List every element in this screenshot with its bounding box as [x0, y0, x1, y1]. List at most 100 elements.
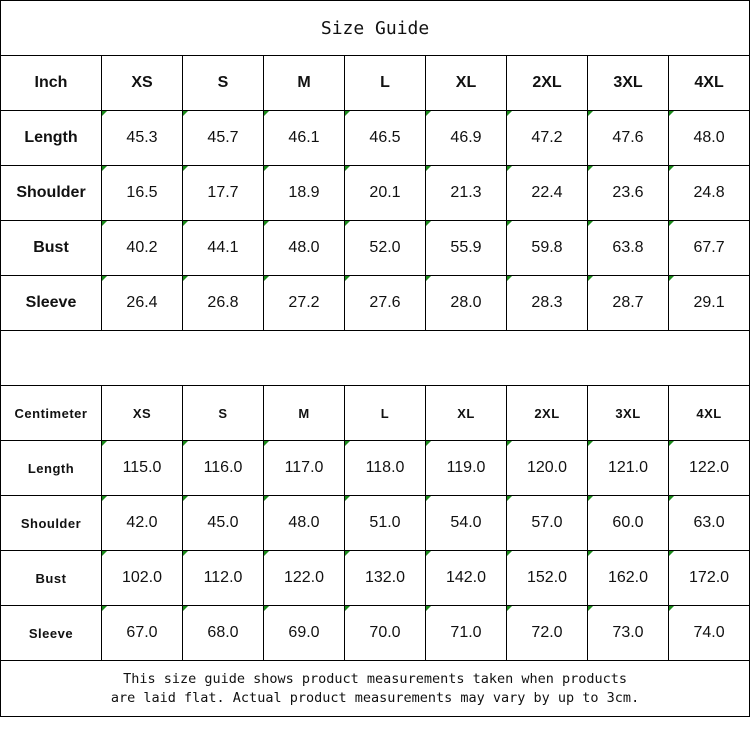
measurement-cell: 48.0 [263, 495, 345, 551]
unit-label: Inch [0, 55, 102, 111]
measurement-cell: 42.0 [101, 495, 183, 551]
measurement-cell: 27.2 [263, 275, 345, 331]
measurement-cell: 45.7 [182, 110, 264, 166]
table-row: Shoulder 16.5 17.7 18.9 20.1 21.3 22.4 23.6 24.8 [0, 165, 751, 221]
measurement-cell: 70.0 [344, 605, 426, 661]
measurement-cell: 119.0 [425, 440, 507, 496]
spacer-row [0, 330, 751, 386]
measurement-cell: 28.7 [587, 275, 669, 331]
row-label: Bust [0, 550, 102, 606]
note-line: are laid flat. Actual product measuremen… [110, 689, 640, 706]
measurement-cell: 63.0 [667, 495, 751, 551]
inch-table-header-row: Inch XS S M L XL 2XL 3XL 4XL [0, 55, 751, 111]
measurement-cell: 21.3 [425, 165, 507, 221]
measurement-cell: 115.0 [101, 440, 183, 496]
measurement-cell: 57.0 [506, 495, 588, 551]
measurement-cell: 17.7 [182, 165, 264, 221]
measurement-cell: 72.0 [506, 605, 588, 661]
measurement-cell: 44.1 [182, 220, 264, 276]
measurement-cell: 47.6 [587, 110, 669, 166]
measurement-cell: 117.0 [263, 440, 345, 496]
measurement-cell: 28.3 [506, 275, 588, 331]
measurement-cell: 162.0 [587, 550, 669, 606]
table-row: Sleeve 67.0 68.0 69.0 70.0 71.0 72.0 73.0 74.0 [0, 605, 751, 661]
measurement-cell: 152.0 [506, 550, 588, 606]
row-label: Shoulder [0, 495, 102, 551]
table-row: Sleeve 26.4 26.8 27.2 27.6 28.0 28.3 28.7 29.1 [0, 275, 751, 331]
measurement-cell: 46.5 [344, 110, 426, 166]
row-label: Length [0, 440, 102, 496]
measurement-cell: 29.1 [667, 275, 751, 331]
measurement-cell: 54.0 [425, 495, 507, 551]
row-label: Sleeve [0, 275, 102, 331]
size-header: S [182, 55, 264, 111]
measurement-cell: 74.0 [667, 605, 751, 661]
measurement-cell: 59.8 [506, 220, 588, 276]
measurement-cell: 45.3 [101, 110, 183, 166]
measurement-cell: 24.8 [667, 165, 751, 221]
measurement-cell: 45.0 [182, 495, 264, 551]
size-header: M [263, 55, 345, 111]
note-line: This size guide shows product measuremen… [123, 670, 628, 687]
size-header: M [263, 385, 345, 441]
size-header: XL [425, 55, 507, 111]
measurement-note: This size guide shows product measuremen… [0, 660, 751, 717]
size-header: XS [101, 55, 183, 111]
cm-table-header-row: Centimeter XS S M L XL 2XL 3XL 4XL [0, 385, 751, 441]
measurement-cell: 18.9 [263, 165, 345, 221]
row-label: Bust [0, 220, 102, 276]
measurement-cell: 120.0 [506, 440, 588, 496]
measurement-cell: 122.0 [263, 550, 345, 606]
table-row: Shoulder 42.0 45.0 48.0 51.0 54.0 57.0 60.0 63.0 [0, 495, 751, 551]
size-header: 3XL [587, 55, 669, 111]
measurement-cell: 26.4 [101, 275, 183, 331]
row-label: Shoulder [0, 165, 102, 221]
measurement-cell: 69.0 [263, 605, 345, 661]
measurement-cell: 71.0 [425, 605, 507, 661]
measurement-cell: 132.0 [344, 550, 426, 606]
measurement-cell: 142.0 [425, 550, 507, 606]
measurement-cell: 63.8 [587, 220, 669, 276]
row-label: Sleeve [0, 605, 102, 661]
size-header: 4XL [667, 385, 751, 441]
measurement-cell: 46.1 [263, 110, 345, 166]
measurement-cell: 28.0 [425, 275, 507, 331]
size-header: 2XL [506, 55, 588, 111]
measurement-cell: 112.0 [182, 550, 264, 606]
measurement-cell: 27.6 [344, 275, 426, 331]
measurement-cell: 73.0 [587, 605, 669, 661]
table-row: Length 115.0 116.0 117.0 118.0 119.0 120.0 121.… [0, 440, 751, 496]
note-row: This size guide shows product measuremen… [0, 660, 751, 717]
size-header: 3XL [587, 385, 669, 441]
size-header: XS [101, 385, 183, 441]
measurement-cell: 40.2 [101, 220, 183, 276]
measurement-cell: 48.0 [667, 110, 751, 166]
measurement-cell: 67.7 [667, 220, 751, 276]
measurement-cell: 20.1 [344, 165, 426, 221]
row-label: Length [0, 110, 102, 166]
size-header: 4XL [667, 55, 751, 111]
measurement-cell: 23.6 [587, 165, 669, 221]
measurement-cell: 26.8 [182, 275, 264, 331]
size-header: S [182, 385, 264, 441]
measurement-cell: 102.0 [101, 550, 183, 606]
measurement-cell: 52.0 [344, 220, 426, 276]
measurement-cell: 67.0 [101, 605, 183, 661]
measurement-cell: 122.0 [667, 440, 751, 496]
table-row: Bust 40.2 44.1 48.0 52.0 55.9 59.8 63.8 67.7 [0, 220, 751, 276]
table-row: Bust 102.0 112.0 122.0 132.0 142.0 152.0 162.0 1… [0, 550, 751, 606]
measurement-cell: 121.0 [587, 440, 669, 496]
unit-label: Centimeter [0, 385, 102, 441]
measurement-cell: 55.9 [425, 220, 507, 276]
spacer-cell [0, 330, 751, 386]
measurement-cell: 46.9 [425, 110, 507, 166]
size-header: L [344, 385, 426, 441]
measurement-cell: 172.0 [667, 550, 751, 606]
size-header: 2XL [506, 385, 588, 441]
measurement-cell: 51.0 [344, 495, 426, 551]
table-row: Length 45.3 45.7 46.1 46.5 46.9 47.2 47.6 48.0 [0, 110, 751, 166]
measurement-cell: 118.0 [344, 440, 426, 496]
measurement-cell: 116.0 [182, 440, 264, 496]
measurement-cell: 16.5 [101, 165, 183, 221]
